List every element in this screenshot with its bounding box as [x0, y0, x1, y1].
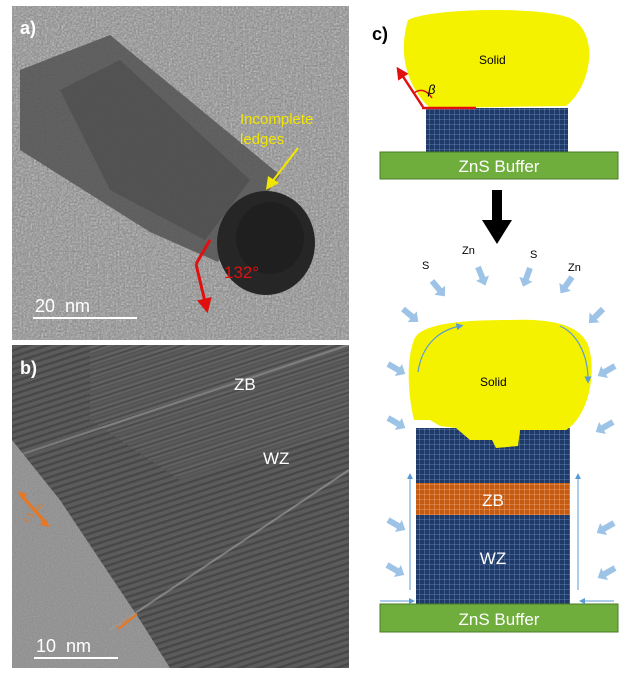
flux-arrow: [596, 520, 616, 536]
buffer-bottom: [379, 603, 619, 633]
panel-a-label: a): [20, 18, 36, 38]
nanowire-column: [416, 428, 570, 604]
buffer-top-label: ZnS Buffer: [459, 157, 540, 176]
process-arrow-shaft: [492, 190, 502, 222]
nanowire-core: [60, 60, 250, 240]
zb-tem-label: ZB: [234, 375, 256, 394]
solid-droplet-bottom: [408, 319, 592, 448]
zb-schematic-label: ZB: [482, 491, 504, 510]
buffer-bottom-label: ZnS Buffer: [459, 610, 540, 629]
beta-label: β: [427, 82, 436, 97]
wz-schematic-label: WZ: [480, 549, 506, 568]
scale-bar-b-label: 10 nm: [36, 636, 91, 656]
flux-arrow: [386, 517, 406, 533]
panel-a: [12, 6, 349, 340]
flux-arrow: [386, 361, 406, 377]
species-zn-2: Zn: [568, 262, 581, 274]
text-layer: a) Incomplete ledges 132° 20 nm b) ZB WZ…: [20, 18, 581, 656]
nanowire-stub-top: [426, 108, 568, 152]
process-arrow-head: [482, 220, 512, 244]
flux-arrow: [519, 266, 533, 287]
flux-arrow: [588, 306, 606, 324]
species-s-2: S: [530, 249, 537, 261]
angle-line-upper: [194, 239, 212, 265]
panel-b-label: b): [20, 358, 37, 378]
catalyst-droplet-core: [236, 202, 304, 274]
solid-top-label: Solid: [479, 53, 506, 67]
zb-segment: [416, 483, 570, 515]
solid-droplet-top: [403, 9, 590, 108]
flux-arrow: [597, 363, 617, 379]
ledge-arrow: [271, 147, 299, 183]
measure-1-head-a: [18, 491, 27, 500]
surface-flow-right: [559, 325, 592, 384]
measure-2-line: [119, 613, 138, 629]
panel-a-overlays: [33, 147, 299, 319]
wz-tem-label: WZ: [263, 449, 289, 468]
flux-arrow: [475, 265, 489, 286]
panel-b-overlays: [18, 491, 138, 659]
ledge-arrow-head: [266, 176, 279, 190]
angle-label: 132°: [224, 263, 259, 282]
zb-fringes: [90, 345, 349, 480]
panel-c-label: c): [372, 24, 388, 44]
panel-b: [12, 345, 349, 668]
buffer-top: [379, 151, 619, 180]
stacking-fault-1: [19, 345, 349, 456]
flux-arrow: [401, 306, 419, 323]
solid-bottom-label: Solid: [480, 375, 507, 389]
flux-arrows: [385, 265, 617, 581]
flux-arrow: [595, 419, 615, 435]
surface-flow-left: [417, 323, 464, 373]
angle-line-lower: [194, 263, 212, 314]
panel-c-top: [379, 9, 619, 244]
panel-c-bottom: [379, 319, 619, 633]
tangent-line: [396, 66, 425, 108]
flux-arrow: [597, 565, 617, 581]
scale-bar-a-label: 20 nm: [35, 296, 90, 316]
flux-arrow: [559, 275, 575, 294]
measure-1-line: [20, 495, 47, 523]
measure-1-head-b: [40, 518, 50, 527]
species-s-1: S: [422, 260, 429, 272]
beta-arc: [413, 89, 433, 99]
flux-arrow: [429, 279, 446, 297]
ledge-annotation-line1: Incomplete: [240, 111, 313, 128]
stacking-fault-2: [109, 469, 349, 631]
flux-arrow: [386, 415, 406, 431]
species-zn-1: Zn: [462, 245, 475, 257]
flux-arrow: [385, 562, 405, 578]
ledge-annotation-line2: ledges: [240, 131, 284, 148]
